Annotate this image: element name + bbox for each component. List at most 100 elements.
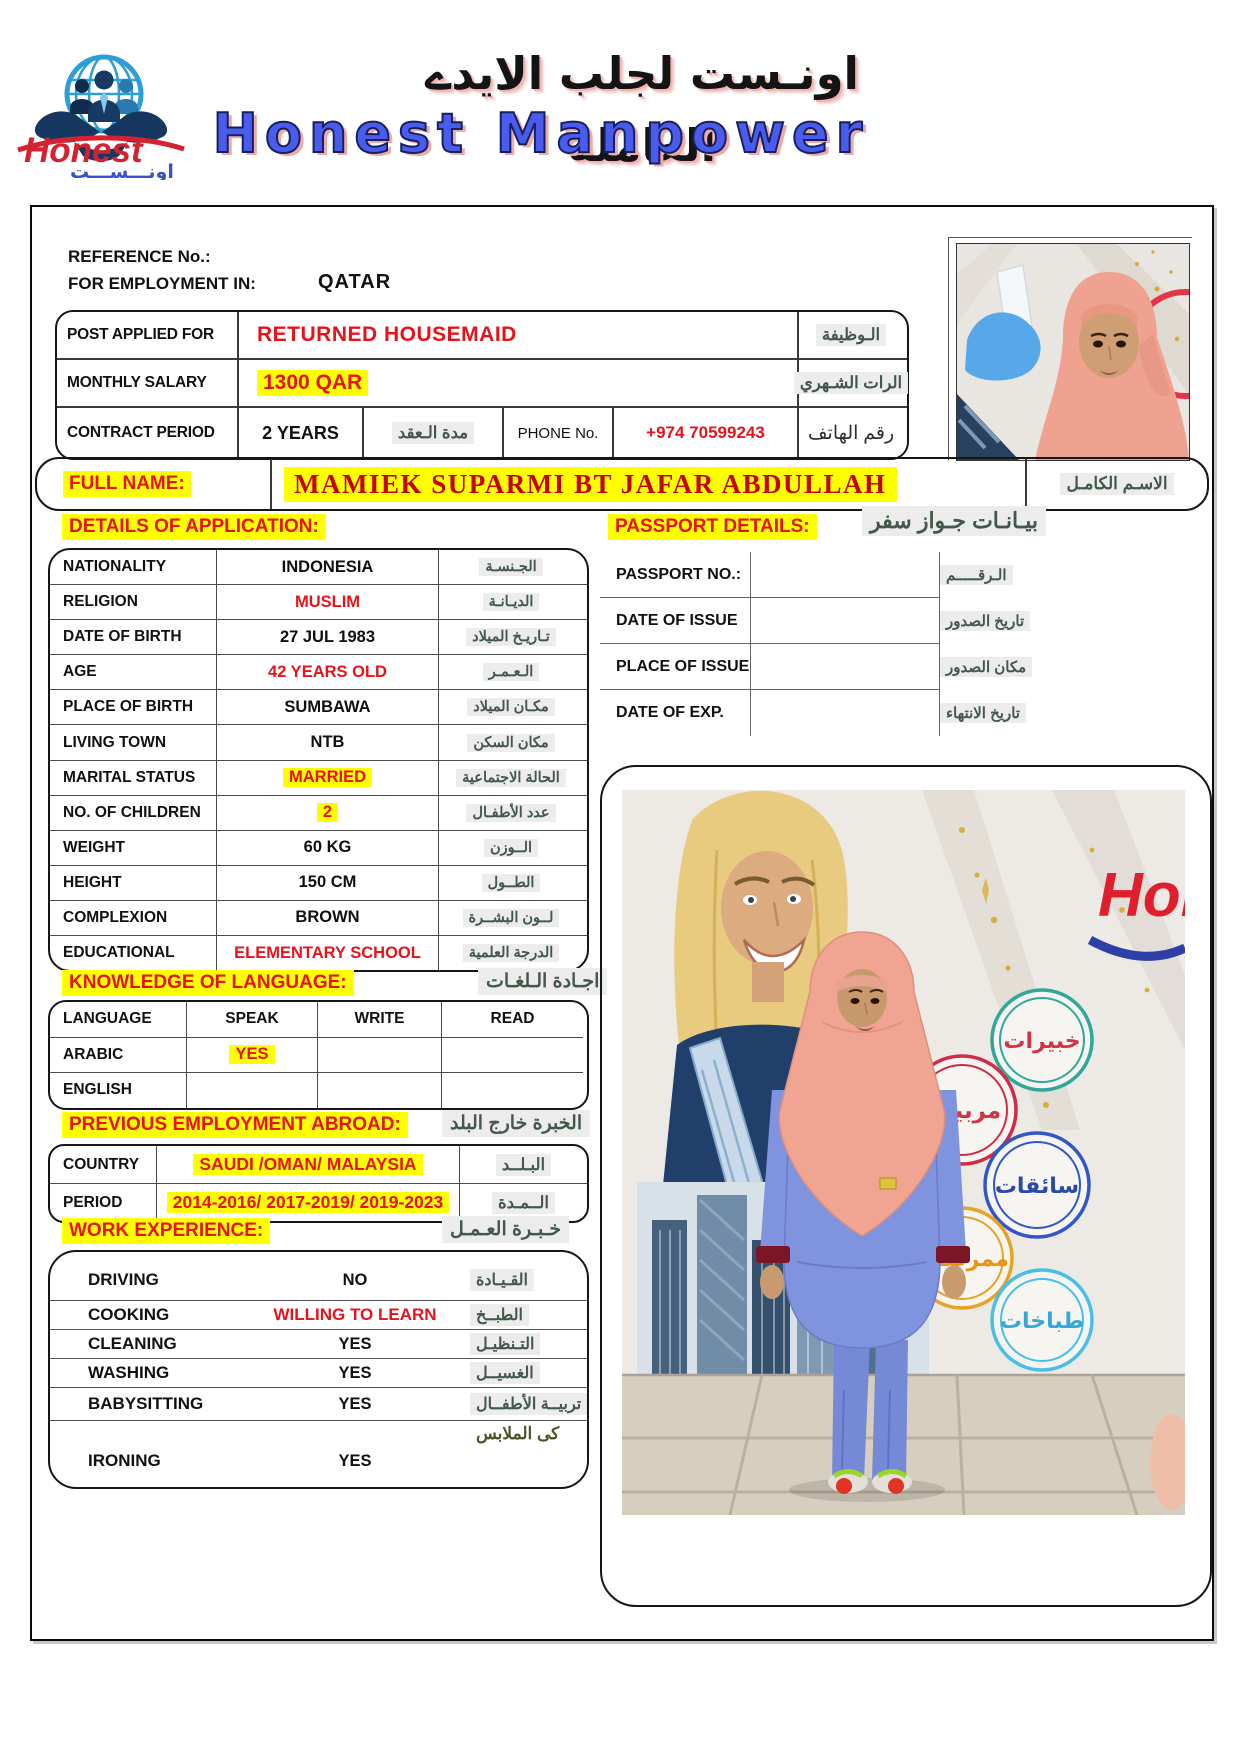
language-cell (318, 1037, 442, 1073)
details-arabic-cell: الــوزن (439, 831, 583, 865)
details-arabic-label: الحالة الاجتماعية (456, 768, 566, 787)
circle-experts: خبيرات (990, 988, 1094, 1092)
details-arabic-cell: الطــول (439, 866, 583, 900)
passport-arabic-label: تاريخ الصدور (940, 611, 1031, 631)
language-section-arabic-title: اجـادة الـلغـات (478, 968, 608, 995)
details-arabic-label: الـعـمـر (482, 663, 540, 682)
blue-glove-decor (965, 312, 1041, 381)
employment-row: COUNTRY SAUDI /OMAN/ MALAYSIA البـلــد (50, 1146, 587, 1184)
details-arabic-cell: مكان السكن (439, 725, 583, 759)
work-experience-table: DRIVING NO القـيـادة COOKING WILLING TO LEAR… (48, 1250, 589, 1489)
passport-field-value (750, 644, 940, 690)
previous-employment-table: COUNTRY SAUDI /OMAN/ MALAYSIA البـلــد PERI… (48, 1144, 589, 1223)
work-skill-value: YES (240, 1359, 470, 1387)
details-arabic-label: مكـان الميلاد (467, 698, 555, 717)
language-cell (442, 1073, 583, 1108)
hands-icon (34, 111, 168, 162)
post-applied-row: POST APPLIED FOR RETURNED HOUSEMAID الـو… (57, 312, 907, 360)
details-field-label: HEIGHT (50, 865, 217, 900)
details-value-text: SUMBAWA (284, 697, 371, 716)
contract-period-value: 2 YEARS (239, 408, 364, 458)
full-name-arabic-cell: الاسـم الكامـل (1027, 459, 1207, 509)
work-row: COOKING WILLING TO LEARN الطبــخ (50, 1301, 587, 1330)
details-row: MARITAL STATUS MARRIED الحالة الاجتماعية (50, 760, 587, 796)
details-value-text: 60 KG (303, 838, 352, 857)
details-field-value: ELEMENTARY SCHOOL (217, 936, 439, 971)
passport-row: DATE OF ISSUE تاريخ الصدور (600, 598, 1190, 644)
work-arabic-label: القـيـادة (470, 1269, 534, 1291)
passport-section-arabic-title: بيـانـات جـواز سفر (862, 506, 1046, 536)
logo-text: Honest (24, 131, 144, 170)
logo-arabic-text: اونـــســـت (70, 161, 174, 180)
full-name-value: MAMIEK SUPARMI BT JAFAR ABDULLAH (284, 466, 897, 502)
details-arabic-label: مكان السكن (467, 733, 555, 752)
work-skill-value: YES (240, 1421, 470, 1483)
phone-arabic-cell: رقم الهاتف (799, 408, 903, 458)
details-field-label: WEIGHT (50, 830, 217, 865)
monthly-salary-row: MONTHLY SALARY 1300 QAR الرات الشـهري (57, 360, 909, 408)
details-table: NATIONALITY INDONESIA الجـنسـة RELIGION MUSL… (48, 548, 589, 973)
employment-arabic-label: الــمـدة (492, 1191, 555, 1214)
work-arabic-label: كى الملابس (476, 1424, 560, 1443)
post-applied-cell: RETURNED HOUSEMAID (239, 312, 799, 358)
language-cell (442, 1038, 583, 1073)
details-field-value: NTB (217, 725, 439, 760)
details-field-value: INDONESIA (217, 550, 439, 585)
employment-value-text: 2014-2016/ 2017-2019/ 2019-2023 (166, 1192, 450, 1213)
employment-arabic-cell: البـلــد (460, 1146, 587, 1183)
agency-logo: Honest اونـــســـت (12, 50, 190, 180)
applicant-portrait-photo (956, 243, 1190, 461)
details-arabic-cell: لــون البشــرة (439, 901, 583, 935)
details-field-label: NO. OF CHILDREN (50, 795, 217, 830)
photo-logo-fragment: Hon (1087, 861, 1185, 961)
passport-arabic-cell: مكان الصدور (940, 644, 1190, 690)
photo-box-frame (600, 765, 1212, 1607)
details-arabic-cell: مكـان الميلاد (439, 690, 583, 724)
monthly-salary-value: 1300 QAR (257, 370, 369, 396)
details-arabic-label: عدد الأطفـال (466, 803, 556, 822)
portrait-graphic (957, 244, 1189, 460)
phone-value: +974 70599243 (614, 408, 799, 458)
details-field-value: 2 (217, 795, 439, 830)
employment-field-label: PERIOD (50, 1184, 157, 1221)
circle-drivers: سائقات (983, 1131, 1091, 1239)
passport-field-value (750, 690, 940, 736)
details-value-text: 150 CM (298, 873, 357, 892)
details-field-value: MARRIED (217, 760, 439, 795)
details-arabic-label: لــون البشــرة (462, 908, 560, 927)
work-arabic-cell: الطبــخ (470, 1301, 587, 1329)
language-cell: ENGLISH (50, 1073, 187, 1108)
details-arabic-cell: الديـانـة (439, 585, 583, 619)
passport-arabic-label: الـرقـــــم (940, 565, 1013, 585)
post-applied-arabic-label: الـوظيفة (815, 324, 887, 346)
work-arabic-cell: التـنظيـل (470, 1330, 587, 1358)
passport-arabic-label: مكان الصدور (940, 657, 1033, 677)
work-arabic-label: الطبــخ (470, 1304, 529, 1326)
language-yes-value: YES (229, 1045, 275, 1065)
pink-object-decor (1150, 1414, 1185, 1510)
work-arabic-label: التـنظيـل (470, 1333, 541, 1355)
work-skill-label: DRIVING (88, 1270, 159, 1289)
details-field-value: 60 KG (217, 830, 439, 865)
details-value-text: 42 YEARS OLD (268, 662, 387, 681)
post-applied-value: RETURNED HOUSEMAID (257, 323, 517, 346)
work-row: DRIVING NO القـيـادة (50, 1260, 587, 1301)
details-row: DATE OF BIRTH 27 JUL 1983 تـاريـخ الميلاد (50, 620, 587, 656)
passport-field-value (750, 552, 940, 598)
details-row: LIVING TOWN NTB مكان السكن (50, 725, 587, 761)
work-arabic-cell: كى الملابس (470, 1421, 587, 1483)
details-value-text: NTB (310, 733, 345, 752)
language-header-cell: LANGUAGE (50, 1002, 187, 1038)
details-row: NATIONALITY INDONESIA الجـنسـة (50, 550, 587, 586)
details-field-label: DATE OF BIRTH (50, 620, 217, 655)
employment-arabic-cell: الــمـدة (460, 1184, 587, 1221)
details-row: HEIGHT 150 CM الطــول (50, 865, 587, 901)
work-section-arabic-title: خـبـرة العـمـل (442, 1216, 570, 1243)
details-field-label: PLACE OF BIRTH (50, 690, 217, 725)
details-value-text: 27 JUL 1983 (279, 627, 376, 646)
details-field-label: RELIGION (50, 585, 217, 620)
work-row: IRONING YES كى الملابس (50, 1421, 587, 1483)
details-row: COMPLEXION BROWN لــون البشــرة (50, 900, 587, 937)
language-cell: YES (187, 1037, 318, 1073)
contract-period-label: CONTRACT PERIOD (57, 408, 239, 458)
